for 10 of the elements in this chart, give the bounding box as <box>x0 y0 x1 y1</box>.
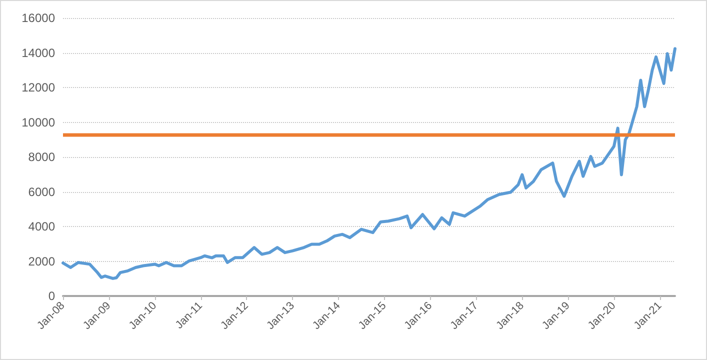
y-tick-label: 2000 <box>28 254 56 268</box>
y-tick-label: 6000 <box>28 184 56 199</box>
line-series <box>62 47 676 280</box>
y-tick-label: 8000 <box>28 150 56 164</box>
y-tick-label: 0 <box>48 289 56 303</box>
y-tick-label: 4000 <box>28 220 56 234</box>
y-tick-label: 14000 <box>22 46 56 60</box>
y-tick-label: 10000 <box>22 115 56 130</box>
y-tick-label: 12000 <box>22 80 56 94</box>
y-tick-label: 16000 <box>22 11 56 25</box>
